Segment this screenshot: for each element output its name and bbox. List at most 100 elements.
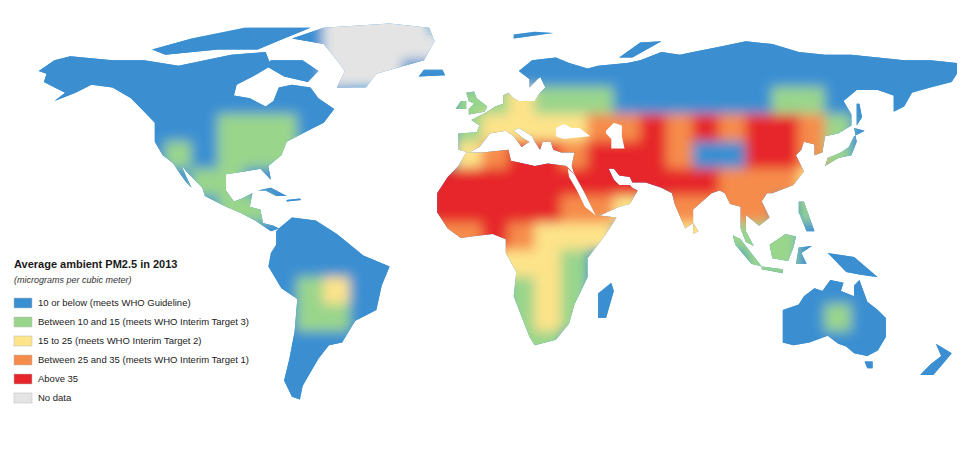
pm25-cell <box>719 168 746 196</box>
pm25-cell <box>587 304 614 332</box>
pm25-cell <box>534 168 561 196</box>
pm25-cell <box>798 168 825 196</box>
pm25-cell <box>719 195 746 223</box>
pm25-cell <box>561 304 588 332</box>
pm25-cell <box>59 87 86 115</box>
pm25-cell <box>719 141 746 169</box>
pm25-cell <box>191 33 218 61</box>
legend-title: Average ambient PM2.5 in 2013 <box>14 258 177 270</box>
pm25-cell <box>297 33 324 61</box>
pm25-cell <box>825 87 852 115</box>
legend: Average ambient PM2.5 in 2013(micrograms… <box>14 258 249 403</box>
pm25-cell <box>877 33 904 61</box>
pm25-cell <box>508 331 535 359</box>
pm25-cell <box>534 195 561 223</box>
pm25-cell <box>930 358 957 386</box>
pm25-cell <box>165 60 192 88</box>
pm25-cell <box>297 277 324 305</box>
pm25-cell <box>534 223 561 251</box>
pm25-cell <box>270 141 297 169</box>
pm25-cell <box>640 141 667 169</box>
pm25-cell <box>376 277 403 305</box>
pm25-cell <box>587 141 614 169</box>
pm25-cell <box>218 33 245 61</box>
pm25-cell <box>561 223 588 251</box>
pm25-cell <box>825 304 852 332</box>
pm25-cell <box>587 33 614 61</box>
pm25-cell <box>376 6 403 34</box>
pm25-cell <box>508 168 535 196</box>
pm25-cell <box>693 114 720 142</box>
pm25-cell <box>244 195 271 223</box>
pm25-cell <box>218 114 245 142</box>
pm25-cell <box>33 33 60 61</box>
land-shape <box>292 24 435 88</box>
pm25-cell <box>772 60 799 88</box>
pm25-cell <box>350 223 377 251</box>
pm25-cell <box>745 87 772 115</box>
pm25-cell <box>877 304 904 332</box>
pm25-cell <box>191 60 218 88</box>
pm25-cell <box>482 141 509 169</box>
pm25-cell <box>297 331 324 359</box>
pm25-cell <box>693 195 720 223</box>
pm25-cell <box>376 60 403 88</box>
pm25-cell <box>798 331 825 359</box>
pm25-cell <box>666 141 693 169</box>
pm25-cell <box>508 60 535 88</box>
pm25-cell <box>323 60 350 88</box>
pm25-cell <box>138 87 165 115</box>
pm25-cell <box>112 33 139 61</box>
pm25-cell <box>798 87 825 115</box>
pm25-cell <box>851 60 878 88</box>
pm25-cell <box>270 87 297 115</box>
pm25-cell <box>825 250 852 278</box>
pm25-cell <box>323 114 350 142</box>
cells <box>7 6 958 414</box>
pm25-cell <box>59 60 86 88</box>
pm25-cell <box>323 33 350 61</box>
pm25-cell <box>270 304 297 332</box>
pm25-cell <box>402 6 429 34</box>
pm25-cell <box>666 168 693 196</box>
pm25-cell <box>798 141 825 169</box>
pm25-cell <box>904 60 931 88</box>
pm25-cell <box>745 195 772 223</box>
pm25-cell <box>772 168 799 196</box>
pm25-cell <box>772 331 799 359</box>
pm25-cell <box>508 87 535 115</box>
legend-label: No data <box>38 392 72 403</box>
pm25-cell <box>270 60 297 88</box>
pm25-cell <box>297 304 324 332</box>
pm25-cell <box>350 277 377 305</box>
pm25-cell <box>165 168 192 196</box>
land-shape <box>39 52 335 231</box>
cells-clip <box>7 6 958 414</box>
pm25-cell <box>825 141 852 169</box>
legend-label: 15 to 25 (meets WHO Interim Target 2) <box>38 335 202 346</box>
pm25-cell <box>851 331 878 359</box>
pm25-cell <box>798 60 825 88</box>
pm25-cell <box>112 87 139 115</box>
pm25-cell <box>613 168 640 196</box>
pm25-cell <box>270 250 297 278</box>
pm25-cell <box>666 60 693 88</box>
pm25-cell <box>745 141 772 169</box>
pm25-cell <box>455 168 482 196</box>
pm25-cell <box>693 87 720 115</box>
pm25-cell <box>534 331 561 359</box>
pm25-cell <box>640 33 667 61</box>
pm25-cell <box>613 195 640 223</box>
land-shape <box>437 150 616 345</box>
pm25-cell <box>772 114 799 142</box>
pm25-cell <box>191 141 218 169</box>
pm25-cell <box>508 304 535 332</box>
pm25-cell <box>482 168 509 196</box>
legend-label: 10 or below (meets WHO Guideline) <box>38 297 191 308</box>
pm25-cell <box>745 33 772 61</box>
pm25-cell <box>640 114 667 142</box>
pm25-cell <box>666 114 693 142</box>
pm25-cell <box>561 277 588 305</box>
pm25-cell <box>429 168 456 196</box>
pm25-cell <box>455 195 482 223</box>
